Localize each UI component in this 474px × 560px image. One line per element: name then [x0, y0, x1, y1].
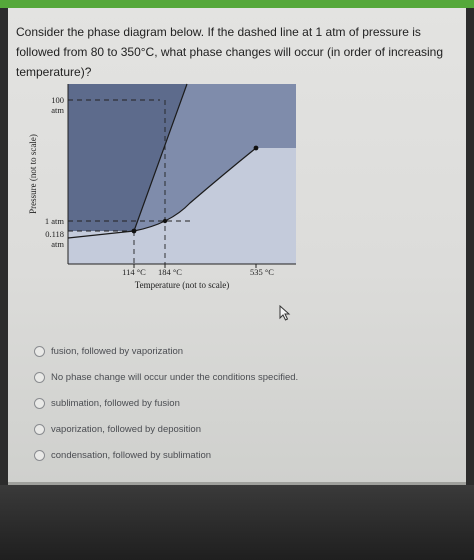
option-condensation-sublimation[interactable]: condensation, followed by sublimation: [34, 442, 434, 468]
triple-point: [131, 228, 137, 234]
option-vaporization-deposition[interactable]: vaporization, followed by deposition: [34, 416, 434, 442]
sublimation-curve: [67, 230, 135, 239]
option-label: condensation, followed by sublimation: [51, 449, 212, 461]
fusion-curve: [133, 83, 188, 232]
option-fusion-vaporization[interactable]: fusion, followed by vaporization: [34, 338, 434, 364]
top-accent-bar: [0, 0, 474, 8]
liquid-region: [134, 84, 296, 231]
option-sublimation-fusion[interactable]: sublimation, followed by fusion: [34, 390, 434, 416]
x-tick-114: 114 °C: [122, 267, 146, 277]
x-tick-535: 535 °C: [250, 267, 274, 277]
option-label: vaporization, followed by deposition: [51, 423, 201, 435]
y-axis-title: Pressure (not to scale): [28, 134, 38, 214]
phase-diagram: 100 atm 1 atm 0.118 atm 114 °C 184 °C 53…: [28, 83, 296, 290]
screen-bezel: [0, 485, 474, 560]
radio-button[interactable]: [34, 345, 45, 357]
radio-button[interactable]: [34, 423, 45, 435]
y-tick-100-unit: atm: [51, 105, 64, 115]
option-no-phase-change[interactable]: No phase change will occur under the con…: [34, 364, 434, 390]
y-tick-0118-unit: atm: [51, 239, 64, 249]
x-axis-title: Temperature (not to scale): [135, 280, 230, 290]
option-label: fusion, followed by vaporization: [51, 345, 184, 357]
radio-button[interactable]: [34, 397, 45, 409]
radio-button[interactable]: [34, 449, 45, 461]
panel-bottom-edge: [8, 482, 466, 485]
answer-options: fusion, followed by vaporization No phas…: [34, 338, 434, 468]
vaporization-curve: [133, 147, 257, 232]
question-text: Consider the phase diagram below. If the…: [16, 25, 444, 79]
solid-region: [68, 84, 187, 231]
normal-melting-point: [162, 218, 168, 224]
option-label: No phase change will occur under the con…: [51, 371, 299, 383]
mouse-cursor-icon: [279, 305, 291, 321]
y-tick-0118: 0.118: [45, 229, 64, 239]
y-tick-100: 100: [51, 95, 64, 105]
y-tick-1atm: 1 atm: [45, 216, 65, 226]
x-tick-184: 184 °C: [158, 267, 182, 277]
vapor-region: [68, 148, 296, 264]
option-label: sublimation, followed by fusion: [51, 397, 180, 409]
critical-point: [253, 145, 259, 151]
radio-button[interactable]: [34, 371, 45, 383]
